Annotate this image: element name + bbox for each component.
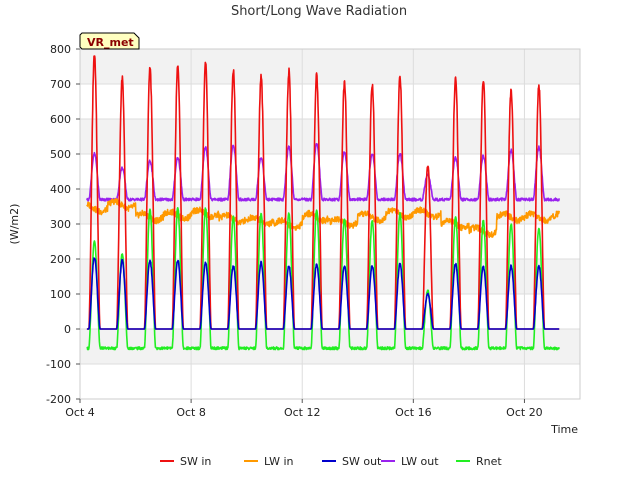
y-tick-label: 800 <box>50 43 71 56</box>
y-tick-label: 700 <box>50 78 71 91</box>
y-axis-ticks: -200 -100 0 100 200 300 400 500 600 700 800 <box>46 43 80 406</box>
y-tick-label: -100 <box>46 358 71 371</box>
legend-label-lw-in: LW in <box>264 455 294 468</box>
series-layer <box>86 55 560 351</box>
x-axis-ticks: Oct 4 Oct 8 Oct 12 Oct 16 Oct 20 <box>65 399 543 419</box>
legend-label-rnet: Rnet <box>476 455 502 468</box>
y-axis-label: (W/m2) <box>8 204 21 245</box>
x-tick-label: Oct 8 <box>176 406 206 419</box>
series-line-sw-out <box>86 257 560 330</box>
y-tick-label: -200 <box>46 393 71 406</box>
chart-title: Short/Long Wave Radiation <box>231 4 407 19</box>
plot-band <box>80 259 580 294</box>
x-axis-label: Time <box>550 423 578 436</box>
y-tick-label: 500 <box>50 148 71 161</box>
legend-label-sw-in: SW in <box>180 455 211 468</box>
y-tick-label: 600 <box>50 113 71 126</box>
y-tick-label: 200 <box>50 253 71 266</box>
legend-label-lw-out: LW out <box>401 455 439 468</box>
x-tick-label: Oct 12 <box>284 406 321 419</box>
y-tick-label: 100 <box>50 288 71 301</box>
x-tick-label: Oct 4 <box>65 406 95 419</box>
plot-band <box>80 49 580 84</box>
series-line-rnet <box>86 207 560 351</box>
x-tick-label: Oct 20 <box>506 406 543 419</box>
legend-label-sw-out: SW out <box>342 455 382 468</box>
station-badge-label: VR_met <box>87 36 134 49</box>
y-tick-label: 0 <box>64 323 71 336</box>
plot-bands <box>80 49 580 364</box>
plot-band <box>80 119 580 154</box>
y-tick-label: 300 <box>50 218 71 231</box>
legend: SW in LW in SW out LW out Rnet <box>160 455 502 468</box>
y-tick-label: 400 <box>50 183 71 196</box>
x-tick-label: Oct 16 <box>395 406 432 419</box>
station-badge: VR_met <box>79 32 140 50</box>
